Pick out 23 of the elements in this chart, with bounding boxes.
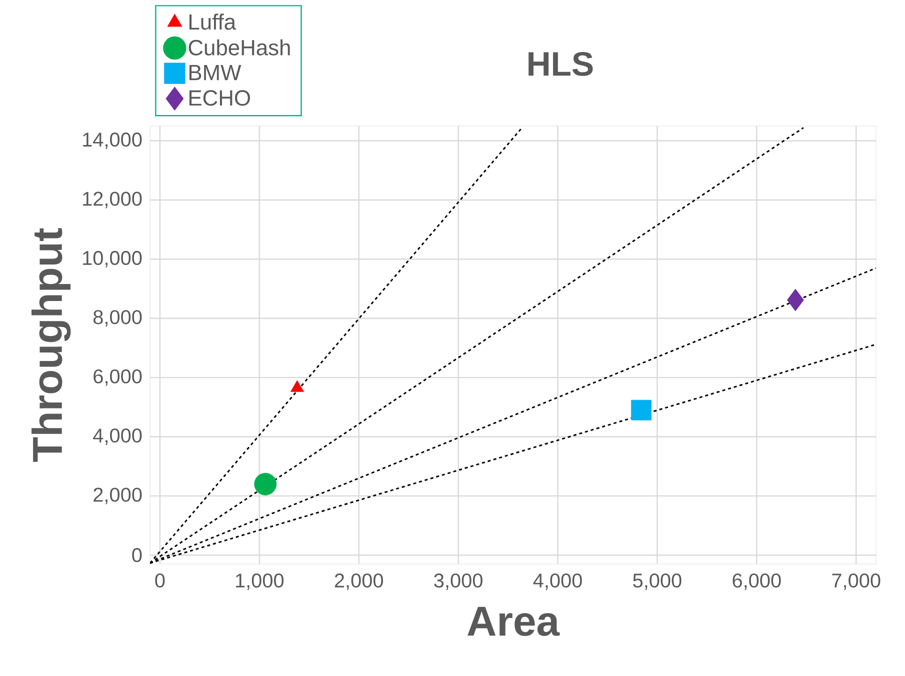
legend-label: Luffa <box>189 14 236 30</box>
x-tick-label: 4,000 <box>533 574 582 590</box>
legend-label: BMW <box>189 65 242 80</box>
y-tick-label: 6,000 <box>94 369 142 386</box>
y-tick-label: 10,000 <box>83 250 142 268</box>
x-tick-label: 3,000 <box>434 574 482 590</box>
x-tick-label: 2,000 <box>334 574 383 590</box>
y-tick-label: 12,000 <box>83 192 142 208</box>
x-tick-label: 1,000 <box>236 574 284 590</box>
y-tick-label: 14,000 <box>83 132 142 150</box>
x-tick-label: 5,000 <box>633 574 682 590</box>
x-tick-label: 7,000 <box>832 574 880 590</box>
x-axis-title: Area <box>468 606 560 636</box>
legend-label: CubeHash <box>188 39 290 56</box>
x-tick-label: 6,000 <box>732 574 781 590</box>
y-tick-label: 2,000 <box>94 488 142 504</box>
y-tick-label: 0 <box>132 548 142 562</box>
x-tick-label: 0 <box>155 574 165 588</box>
y-tick-label: 8,000 <box>93 310 142 327</box>
legend-label: ECHO <box>189 90 250 106</box>
y-axis-title: Throughput <box>32 228 71 462</box>
y-tick-label: 4,000 <box>93 428 142 445</box>
chart-title: HLS <box>528 52 593 76</box>
